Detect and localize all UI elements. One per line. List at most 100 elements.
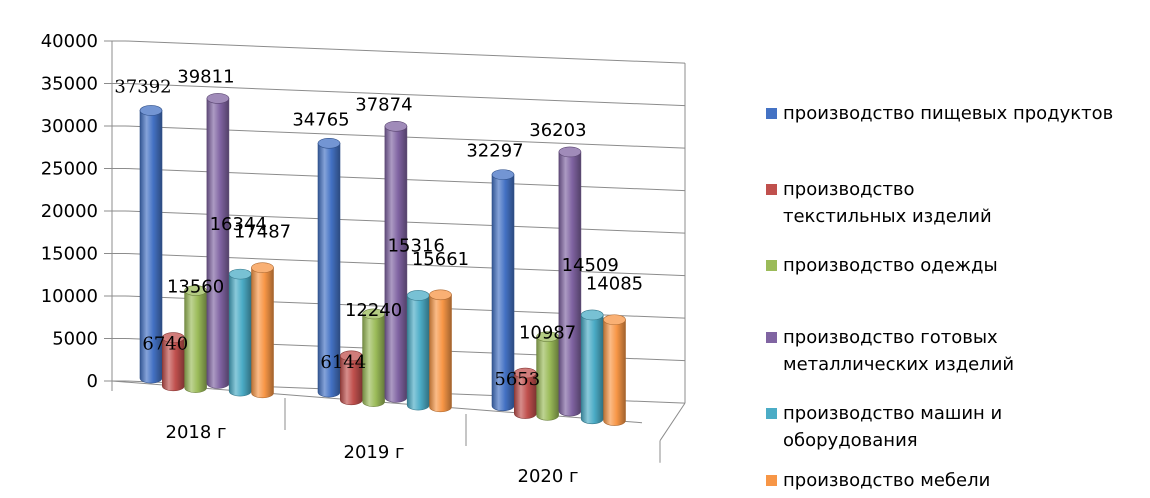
data-label: 10987 bbox=[519, 323, 576, 344]
bar-top bbox=[339, 350, 363, 362]
legend-item: производство пищевых продуктов bbox=[766, 100, 1113, 127]
bar-2-3 bbox=[558, 146, 582, 417]
y-tick-label: 0 bbox=[87, 371, 98, 392]
bar-top bbox=[206, 93, 230, 104]
bar-1-1 bbox=[339, 350, 363, 406]
bar-body bbox=[251, 267, 274, 399]
bar-0-0 bbox=[139, 105, 163, 384]
bar-top bbox=[603, 314, 626, 326]
bar-top bbox=[251, 262, 274, 273]
legend-label: производство машин и оборудования bbox=[783, 403, 1003, 451]
floor-right-edge bbox=[659, 402, 686, 441]
bar-0-1 bbox=[162, 332, 185, 392]
y-tick-label: 30000 bbox=[41, 116, 98, 137]
category-label: 2019 г bbox=[344, 442, 405, 463]
bar-body bbox=[228, 273, 252, 397]
bar-body bbox=[406, 295, 430, 411]
data-label: 15661 bbox=[412, 249, 469, 270]
y-tick-label: 15000 bbox=[41, 244, 98, 265]
data-label: 37874 bbox=[355, 94, 412, 115]
legend-swatch bbox=[766, 475, 777, 486]
legend: производство пищевых продуктов производст… bbox=[766, 0, 1150, 498]
legend-swatch bbox=[766, 332, 777, 343]
bar-body bbox=[206, 98, 230, 389]
bar-body bbox=[536, 336, 559, 421]
data-label: 32297 bbox=[466, 141, 523, 162]
legend-label: производство пищевых продуктов bbox=[783, 103, 1114, 124]
bar-0-3 bbox=[206, 93, 230, 389]
data-label: 17487 bbox=[234, 222, 291, 243]
bar-2-4 bbox=[580, 309, 604, 425]
category-label: 2018 г bbox=[166, 422, 227, 443]
bar-top bbox=[580, 309, 604, 321]
y-tick-label: 25000 bbox=[41, 159, 98, 180]
bar-2-0 bbox=[491, 169, 515, 412]
bar-body bbox=[362, 313, 385, 407]
bar-2-5 bbox=[603, 314, 626, 426]
bar-top bbox=[384, 120, 408, 132]
data-label: 39811 bbox=[177, 66, 234, 87]
y-axis-tick-labels: 0 5000 10000 15000 20000 25000 30000 35000 40000 bbox=[41, 31, 98, 392]
legend-label: производство одежды bbox=[783, 255, 998, 276]
legend-swatch bbox=[766, 184, 777, 195]
bar-2-1 bbox=[513, 367, 537, 419]
legend-label: производство мебели bbox=[783, 470, 991, 491]
category-labels: 2018 г 2019 г 2020 г bbox=[166, 422, 579, 487]
bar-0-2 bbox=[184, 285, 207, 393]
data-label: 13560 bbox=[167, 277, 224, 298]
bar-top bbox=[429, 289, 452, 301]
bar-2-2 bbox=[536, 331, 559, 421]
bar-body bbox=[514, 372, 537, 419]
legend-swatch bbox=[766, 260, 777, 271]
bar-body bbox=[580, 314, 604, 425]
bar-body bbox=[317, 142, 341, 398]
bar-body bbox=[162, 337, 185, 392]
bar-body bbox=[429, 294, 452, 413]
bar-top bbox=[536, 331, 559, 342]
gridline bbox=[125, 40, 686, 64]
y-tick-label: 10000 bbox=[41, 286, 98, 307]
bar-1-5 bbox=[429, 289, 452, 413]
bar-0-5 bbox=[251, 262, 274, 399]
legend-swatch bbox=[766, 108, 777, 119]
legend-label: производство готовых металлических издел… bbox=[783, 327, 1015, 375]
bar-body bbox=[184, 290, 207, 393]
y-tick-label: 40000 bbox=[41, 31, 98, 52]
bar-1-3 bbox=[384, 120, 408, 403]
y-tick-label: 35000 bbox=[41, 74, 98, 95]
data-label: 5653 bbox=[494, 369, 540, 390]
legend-item: производство машин и оборудования bbox=[766, 400, 1033, 454]
data-label: 15316 bbox=[388, 235, 445, 256]
bar-top bbox=[406, 290, 430, 301]
bar-body bbox=[384, 125, 408, 403]
y-tick-label: 5000 bbox=[52, 329, 98, 350]
bar-top bbox=[317, 137, 341, 149]
legend-label: производство текстильных изделий bbox=[783, 179, 992, 227]
legend-item: производство готовых металлических издел… bbox=[766, 324, 1063, 378]
data-label: 14509 bbox=[562, 255, 619, 276]
bar-body bbox=[340, 355, 363, 406]
bars bbox=[139, 93, 626, 426]
gridline bbox=[125, 83, 686, 107]
bar-top bbox=[491, 169, 515, 180]
bar-chart: 0 5000 10000 15000 20000 25000 30000 35000 40000… bbox=[41, 31, 686, 487]
legend-item: производство текстильных изделий bbox=[766, 176, 1043, 230]
bar-1-0 bbox=[317, 137, 341, 398]
legend-swatch bbox=[766, 408, 777, 419]
data-label: 12240 bbox=[345, 300, 402, 321]
bar-1-4 bbox=[406, 290, 430, 411]
y-tick-label: 20000 bbox=[41, 201, 98, 222]
bar-top bbox=[139, 105, 163, 116]
data-label: 34765 bbox=[292, 109, 349, 130]
data-label: 6144 bbox=[320, 352, 366, 373]
bar-top bbox=[558, 146, 582, 158]
data-label: 6740 bbox=[142, 334, 188, 355]
category-label: 2020 г bbox=[518, 466, 579, 487]
legend-item: производство мебели bbox=[766, 467, 990, 494]
bar-body bbox=[491, 174, 515, 412]
data-label: 36203 bbox=[529, 120, 586, 141]
bar-body bbox=[558, 151, 582, 417]
data-label: 37392 bbox=[114, 76, 171, 97]
data-label: 14085 bbox=[586, 274, 643, 295]
